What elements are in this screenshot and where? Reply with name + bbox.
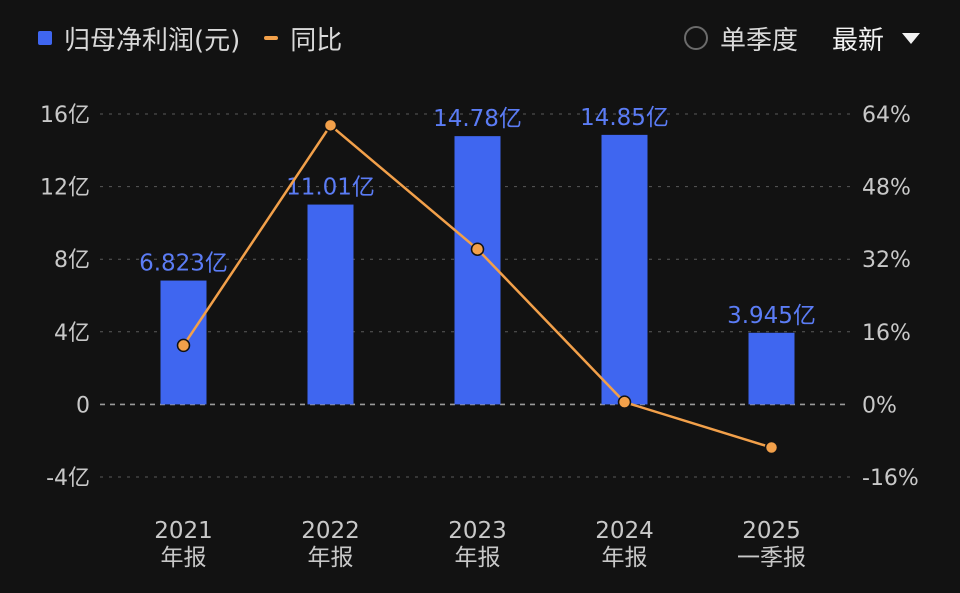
x-tick-label-period: 年报	[602, 545, 648, 571]
left-tick-label: -4亿	[46, 466, 90, 491]
bar-value-label: 14.78亿	[433, 106, 522, 132]
period-dropdown-label: 最新	[831, 25, 884, 56]
bar-swatch-icon	[38, 31, 52, 45]
bar-series: 6.823亿 11.01亿 14.78亿 14.85亿 3.945亿	[139, 105, 816, 405]
bar	[307, 204, 354, 405]
bar	[601, 134, 648, 405]
single-quarter-label: 单季度	[719, 25, 798, 56]
left-tick-label: 12亿	[40, 176, 90, 201]
bar-value-label: 11.01亿	[286, 175, 375, 201]
chart-legend: 归母净利润(元) 同比	[38, 18, 366, 58]
bar	[454, 136, 501, 405]
legend-yoy-label: 同比	[290, 25, 343, 56]
line-swatch-icon	[264, 36, 279, 40]
bar	[748, 332, 795, 405]
left-tick-label: 0	[76, 393, 90, 418]
legend-item-yoy[interactable]: 同比	[264, 20, 342, 57]
bar-value-label: 3.945亿	[727, 303, 816, 329]
left-tick-label: 8亿	[54, 248, 90, 273]
line-series	[176, 118, 779, 455]
period-dropdown[interactable]: 最新	[832, 20, 920, 57]
x-tick-label-year: 2024	[595, 518, 654, 544]
right-tick-label: 64%	[862, 103, 911, 128]
yoy-point	[176, 338, 191, 353]
x-tick-label-year: 2025	[742, 518, 801, 544]
left-axis: 16亿 12亿 8亿 4亿 0 -4亿	[40, 103, 90, 491]
single-quarter-toggle[interactable]: 单季度	[683, 20, 798, 57]
left-tick-label: 4亿	[54, 321, 90, 346]
yoy-point	[470, 242, 485, 256]
x-tick-label-year: 2023	[448, 518, 507, 544]
bar-value-label: 6.823亿	[139, 251, 228, 277]
right-tick-label: 48%	[862, 176, 911, 201]
radio-unchecked-icon[interactable]	[683, 26, 708, 50]
yoy-point	[617, 395, 632, 409]
x-tick-label-year: 2021	[154, 518, 213, 544]
x-tick-label-period: 年报	[161, 545, 207, 571]
x-tick-label-period: 年报	[455, 545, 501, 571]
yoy-point	[323, 118, 338, 133]
x-tick-label-period: 一季报	[737, 545, 806, 571]
dropdown-caret-icon[interactable]	[902, 32, 920, 44]
left-tick-label: 16亿	[40, 103, 90, 128]
x-tick-label-period: 年报	[308, 545, 354, 571]
right-tick-label: -16%	[862, 466, 919, 491]
bar-value-label: 14.85亿	[580, 105, 669, 131]
right-tick-label: 16%	[862, 321, 911, 346]
right-tick-label: 32%	[862, 248, 911, 273]
right-tick-label: 0%	[862, 393, 897, 418]
legend-net-profit-label: 归母净利润(元)	[64, 25, 241, 56]
legend-item-net-profit[interactable]: 归母净利润(元)	[38, 20, 240, 57]
right-axis: 64% 48% 32% 16% 0% -16%	[862, 103, 919, 491]
yoy-point	[764, 440, 779, 455]
x-tick-label-year: 2022	[301, 518, 360, 544]
chart-controls: 单季度 最新	[683, 18, 920, 58]
